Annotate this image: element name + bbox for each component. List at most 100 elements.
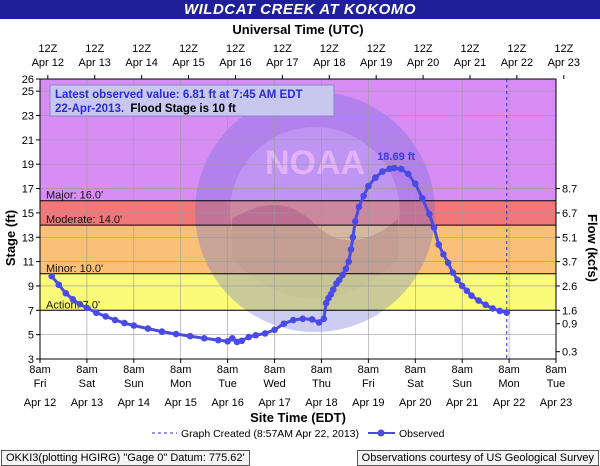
y-tick-label: 15 [22, 208, 34, 220]
observed-point [390, 164, 398, 172]
site-time-tick-label: 8am [358, 364, 379, 376]
observed-point [315, 319, 323, 326]
site-time-tick-day: Sun [452, 378, 472, 390]
observed-point [335, 276, 343, 284]
observed-point [503, 309, 511, 316]
observed-point [496, 307, 504, 315]
observed-point [404, 170, 412, 178]
site-time-tick-date: Apr 16 [211, 397, 243, 409]
site-time-tick-day: Sat [407, 378, 424, 390]
site-time-tick-label: 8am [545, 364, 566, 376]
utc-tick-date: Apr 21 [454, 57, 486, 69]
utc-tick-date: Apr 17 [266, 57, 298, 69]
observed-point [200, 335, 208, 342]
site-time-tick-date: Apr 19 [352, 397, 384, 409]
utc-tick-date: Apr 18 [313, 57, 345, 69]
observed-point [144, 325, 152, 332]
top-axis-title: Universal Time (UTC) [232, 22, 363, 37]
observed-point [271, 326, 278, 334]
observations-credit-footer: Observations courtesy of US Geological S… [356, 450, 599, 466]
utc-tick-label: 12Z [273, 43, 292, 55]
site-time-tick-label: 8am [170, 364, 191, 376]
observed-point [463, 287, 471, 295]
noaa-watermark: NOAA [195, 92, 435, 332]
y2-axis-label: Flow (kcfs) [585, 214, 600, 282]
observed-point [435, 241, 443, 248]
observed-point [229, 335, 236, 342]
observed-point [419, 195, 426, 202]
observed-point [475, 297, 482, 304]
observed-point [444, 259, 452, 267]
flood-band-label: Minor: 10.0' [46, 263, 103, 275]
site-time-tick-day: Sun [124, 378, 144, 390]
observed-point [397, 165, 405, 173]
site-time-tick-date: Apr 21 [446, 397, 478, 409]
y-tick-label: 13 [22, 232, 34, 244]
site-time-tick-date: Apr 13 [71, 397, 103, 409]
plot-frame [39, 78, 557, 360]
observed-point [69, 296, 77, 303]
site-time-tick-date: Apr 14 [118, 397, 150, 409]
y-tick-label: 26 [22, 74, 34, 86]
observed-point [252, 331, 260, 339]
observed-point [355, 203, 363, 211]
y-tick-label: 9 [28, 281, 34, 293]
observed-point [83, 304, 91, 312]
site-time-tick-day: Wed [263, 378, 285, 390]
observed-point [482, 301, 489, 309]
utc-tick-label: 12Z [507, 43, 526, 55]
y-tick-label: 21 [22, 135, 34, 147]
observed-point [92, 309, 100, 317]
observed-point [55, 281, 63, 289]
utc-tick-date: Apr 16 [219, 57, 251, 69]
latest-value-annotation: Latest observed value: 6.81 ft at 7:45 A… [49, 84, 335, 117]
site-time-tick-label: 8am [405, 364, 426, 376]
legend-graph-created: Graph Created (8:57AM Apr 22, 2013) [181, 428, 359, 440]
site-time-tick-date: Apr 12 [24, 397, 56, 409]
observed-point [238, 337, 246, 345]
observed-point [130, 322, 138, 329]
site-time-tick-date: Apr 23 [540, 397, 572, 409]
site-time-tick-label: 8am [76, 364, 97, 376]
site-time-tick-label: 8am [217, 364, 238, 376]
observed-point [440, 251, 447, 258]
observed-point [426, 210, 433, 218]
legend: Graph Created (8:57AM Apr 22, 2013) Obse… [152, 428, 445, 440]
observed-point [186, 332, 194, 340]
observed-point [342, 265, 350, 273]
utc-tick-date: Apr 23 [548, 57, 580, 69]
observed-point [48, 272, 56, 280]
flood-band-2 [40, 225, 556, 274]
flow-tick-label: 8.7 [562, 184, 577, 196]
y-tick-label: 19 [22, 159, 34, 171]
peak-label: 18.69 ft [377, 151, 415, 163]
observed-point [339, 271, 346, 279]
observed-point [345, 258, 352, 265]
utc-tick-label: 12Z [85, 43, 104, 55]
y-tick-label: 3 [28, 354, 34, 366]
site-time-tick-date: Apr 22 [493, 397, 525, 409]
site-time-tick-day: Thu [312, 378, 331, 390]
observed-point [214, 336, 222, 344]
observed-point [172, 330, 180, 338]
utc-tick-date: Apr 20 [407, 57, 439, 69]
flow-tick-label: 3.7 [562, 257, 577, 269]
site-time-tick-label: 8am [123, 364, 144, 376]
observed-point [372, 174, 379, 181]
observed-point [290, 316, 297, 324]
utc-tick-date: Apr 13 [79, 57, 111, 69]
observed-point [489, 305, 496, 312]
observed-series [48, 164, 511, 346]
site-time-tick-date: Apr 15 [165, 397, 197, 409]
observed-point [245, 333, 253, 341]
observed-point [347, 246, 355, 253]
utc-tick-date: Apr 14 [125, 57, 157, 69]
site-time-tick-date: Apr 18 [305, 397, 337, 409]
utc-axis-ticks: 12Z Apr 12 12Z Apr 13 12Z Apr 14 12Z Apr 15 12Z A… [32, 43, 580, 79]
utc-tick-date: Apr 22 [501, 57, 533, 69]
utc-tick-label: 12Z [226, 43, 245, 55]
observed-point [349, 233, 357, 241]
site-time-tick-day: Tue [218, 378, 237, 390]
annotation-line-1: Latest observed value: 6.81 ft at 7:45 A… [55, 89, 303, 101]
